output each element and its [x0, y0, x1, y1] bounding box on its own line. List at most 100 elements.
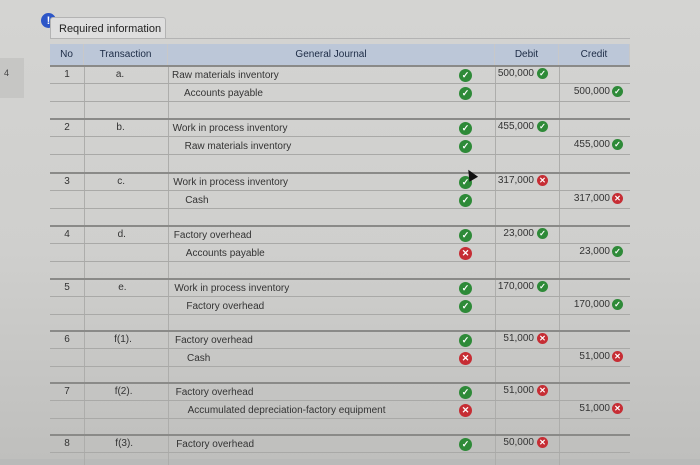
credit-account[interactable]: Cash	[187, 353, 211, 364]
line-separator	[50, 208, 630, 209]
transaction-label: e.	[118, 282, 127, 293]
check-circle-icon: ✓	[612, 139, 623, 150]
credit-amount[interactable]: 51,000	[579, 351, 610, 362]
entry-number: 8	[64, 438, 70, 449]
check-circle-icon: ✓	[612, 246, 623, 257]
credit-account[interactable]: Factory overhead	[186, 301, 265, 312]
credit-account[interactable]: Raw materials inventory	[184, 141, 292, 152]
credit-amount[interactable]: 51,000	[579, 403, 610, 414]
entry-separator	[50, 382, 630, 384]
transaction-label: f(3).	[115, 438, 134, 449]
tab-underline	[50, 38, 630, 39]
line-separator	[50, 154, 630, 155]
debit-account[interactable]: Work in process inventory	[173, 177, 289, 188]
check-circle-icon: ✓	[459, 194, 472, 207]
header-general-journal: General Journal	[168, 44, 495, 65]
credit-amount[interactable]: 317,000	[573, 193, 610, 204]
debit-amount[interactable]: 23,000	[503, 228, 534, 239]
check-circle-icon: ✓	[459, 438, 472, 451]
x-circle-icon: ✕	[537, 385, 548, 396]
transaction-label: a.	[115, 69, 125, 80]
x-circle-icon: ✕	[612, 193, 623, 204]
entry-separator	[50, 65, 630, 67]
header-no: No	[50, 44, 84, 65]
entry-number: 7	[64, 386, 70, 397]
entry-separator	[50, 172, 630, 174]
x-circle-icon: ✕	[612, 403, 623, 414]
line-separator	[50, 243, 630, 244]
entry-number: 5	[64, 282, 70, 293]
check-circle-icon: ✓	[459, 334, 472, 347]
entry-separator	[50, 278, 630, 280]
transaction-label: d.	[117, 229, 126, 240]
entry-number: 1	[64, 69, 70, 80]
column-divider	[559, 65, 560, 465]
debit-amount[interactable]: 317,000	[497, 175, 534, 186]
line-separator	[50, 261, 630, 262]
entry-number: 4	[64, 229, 70, 240]
check-circle-icon: ✓	[459, 282, 472, 295]
left-edge-panel	[0, 58, 24, 98]
debit-account[interactable]: Work in process inventory	[172, 123, 288, 134]
check-circle-icon: ✓	[537, 121, 548, 132]
transaction-label: f(2).	[114, 386, 133, 397]
line-separator	[50, 418, 630, 419]
transaction-label: c.	[117, 176, 126, 187]
check-circle-icon: ✓	[537, 68, 548, 79]
check-circle-icon: ✓	[537, 228, 548, 239]
credit-amount[interactable]: 170,000	[573, 299, 610, 310]
debit-amount[interactable]: 170,000	[497, 281, 534, 292]
check-circle-icon: ✓	[459, 386, 472, 399]
line-separator	[50, 101, 630, 102]
x-circle-icon: ✕	[537, 333, 548, 344]
x-circle-icon: ✕	[459, 352, 472, 365]
header-transaction: Transaction	[84, 44, 168, 65]
entry-separator	[50, 118, 630, 120]
check-circle-icon: ✓	[459, 176, 472, 189]
debit-account[interactable]: Factory overhead	[176, 439, 255, 450]
credit-amount[interactable]: 455,000	[573, 139, 610, 150]
line-separator	[50, 366, 630, 367]
line-separator	[50, 400, 630, 401]
debit-account[interactable]: Factory overhead	[173, 230, 252, 241]
x-circle-icon: ✕	[459, 247, 472, 260]
debit-amount[interactable]: 51,000	[503, 385, 534, 396]
line-separator	[50, 314, 630, 315]
check-circle-icon: ✓	[459, 122, 472, 135]
credit-account[interactable]: Cash	[185, 195, 209, 206]
debit-amount[interactable]: 500,000	[497, 68, 534, 79]
debit-account[interactable]: Raw materials inventory	[172, 70, 279, 81]
column-divider	[84, 65, 85, 465]
entry-separator	[50, 434, 630, 436]
debit-amount[interactable]: 50,000	[503, 437, 534, 448]
entry-separator	[50, 330, 630, 332]
line-separator	[50, 348, 630, 349]
credit-account[interactable]: Accounts payable	[184, 88, 263, 99]
check-circle-icon: ✓	[459, 87, 472, 100]
side-question-number: 4	[4, 68, 10, 78]
debit-account[interactable]: Factory overhead	[175, 387, 254, 398]
check-circle-icon: ✓	[459, 229, 472, 242]
x-circle-icon: ✕	[537, 175, 548, 186]
line-separator	[50, 136, 630, 137]
x-circle-icon: ✕	[612, 351, 623, 362]
debit-amount[interactable]: 51,000	[503, 333, 534, 344]
debit-account[interactable]: Factory overhead	[175, 335, 253, 346]
entry-number: 6	[64, 334, 70, 345]
credit-account[interactable]: Accounts payable	[185, 248, 265, 259]
line-separator	[50, 452, 630, 453]
credit-account[interactable]: Accumulated depreciation-factory equipme…	[187, 405, 386, 416]
entry-number: 3	[64, 176, 70, 187]
entry-number: 2	[64, 122, 70, 133]
column-divider	[168, 65, 169, 465]
debit-amount[interactable]: 455,000	[497, 121, 534, 132]
credit-amount[interactable]: 500,000	[573, 86, 610, 97]
transaction-label: b.	[116, 122, 125, 133]
credit-amount[interactable]: 23,000	[579, 246, 610, 257]
debit-account[interactable]: Work in process inventory	[174, 283, 290, 294]
check-circle-icon: ✓	[612, 86, 623, 97]
tab-required-information[interactable]: Required information	[50, 17, 166, 39]
line-separator	[50, 190, 630, 191]
header-debit: Debit	[495, 44, 559, 65]
